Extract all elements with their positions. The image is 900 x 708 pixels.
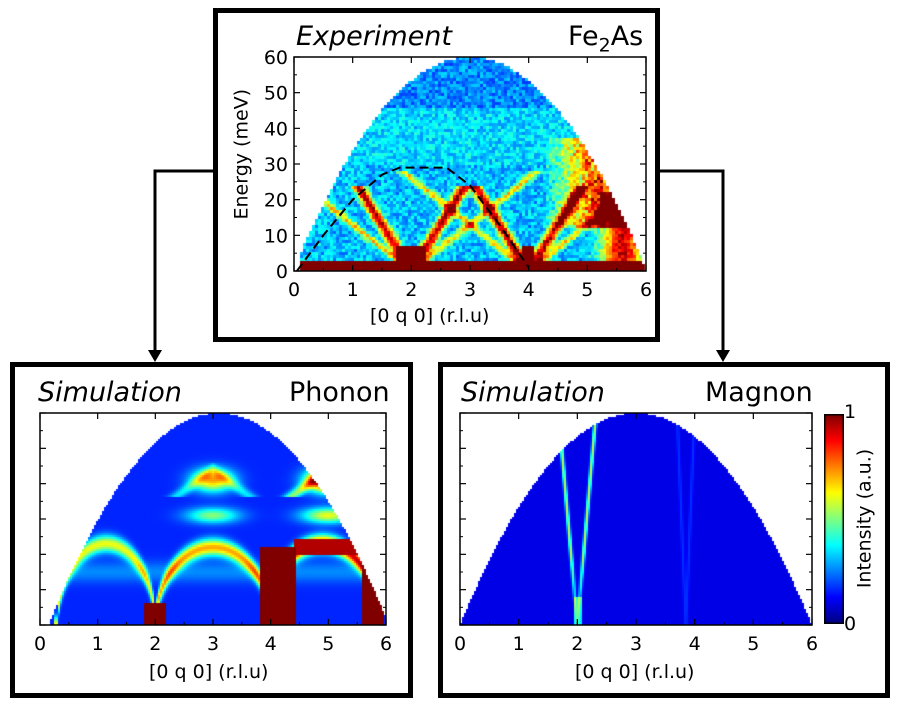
y-tick-label: 40: [264, 118, 288, 140]
x-tick-label: 0: [34, 633, 46, 655]
arrow-to-magnon: [660, 169, 725, 352]
y-tick-label: 50: [264, 83, 288, 105]
experiment-heatmap: [294, 57, 646, 271]
colorbar-max-label: 1: [844, 401, 857, 423]
y-tick-label: 20: [264, 190, 288, 212]
colorbar-min-label: 0: [844, 613, 857, 635]
magnon-heatmap: [460, 413, 812, 625]
experiment-title: Experiment: [296, 21, 453, 52]
phonon-simulation-title: Simulation: [38, 377, 182, 408]
x-tick-label: 1: [347, 279, 359, 301]
x-tick-label: 6: [806, 633, 818, 655]
x-tick-label: 3: [207, 633, 219, 655]
x-tick-label: 4: [523, 279, 535, 301]
x-tick-label: 3: [464, 279, 476, 301]
x-tick-label: 4: [689, 633, 701, 655]
x-tick-label: 1: [92, 633, 104, 655]
x-tick-label: 0: [288, 279, 300, 301]
x-axis-label: [0 q 0] (r.l.u): [149, 661, 269, 683]
x-tick-label: 5: [322, 633, 334, 655]
x-axis-label: [0 q 0] (r.l.u): [370, 305, 490, 327]
x-tick-label: 2: [405, 279, 417, 301]
x-tick-label: 5: [747, 633, 759, 655]
experiment-panel: Experiment Fe2As 0 1 2 3 4 5 6 0 10 20 30 40 50 60 En…: [213, 8, 660, 342]
x-tick-label: 6: [640, 279, 652, 301]
colorbar: [824, 414, 844, 624]
x-tick-label: 6: [380, 633, 392, 655]
phonon-kind-label: Phonon: [289, 377, 390, 408]
phonon-panel: Simulation Phonon 0 1 2 3 4 5 6 [0 q 0] (r.l.u…: [10, 362, 413, 698]
x-tick-label: 2: [571, 633, 583, 655]
dashed-dispersion-line: [296, 166, 530, 272]
x-tick-label: 0: [454, 633, 466, 655]
x-tick-label: 4: [265, 633, 277, 655]
y-tick-label: 30: [264, 154, 288, 176]
arrow-head-magnon: [716, 350, 730, 362]
arrow-head-phonon: [148, 350, 162, 362]
x-tick-label: 2: [149, 633, 161, 655]
magnon-axes: 0 1 2 3 4 5 6: [454, 412, 818, 655]
material-label: Fe2As: [568, 21, 644, 57]
magnon-simulation-title: Simulation: [461, 377, 605, 408]
y-tick-label: 0: [276, 261, 288, 283]
x-axis-label: [0 q 0] (r.l.u): [575, 661, 695, 683]
y-tick-label: 60: [264, 47, 288, 69]
magnon-kind-label: Magnon: [705, 377, 813, 408]
y-tick-label: 10: [264, 225, 288, 247]
phonon-heatmap: [40, 413, 386, 625]
x-tick-label: 3: [630, 633, 642, 655]
phonon-axes: 0 1 2 3 4 5 6: [34, 412, 392, 655]
arrow-to-phonon: [153, 169, 213, 352]
x-tick-label: 5: [581, 279, 593, 301]
x-tick-label: 1: [513, 633, 525, 655]
